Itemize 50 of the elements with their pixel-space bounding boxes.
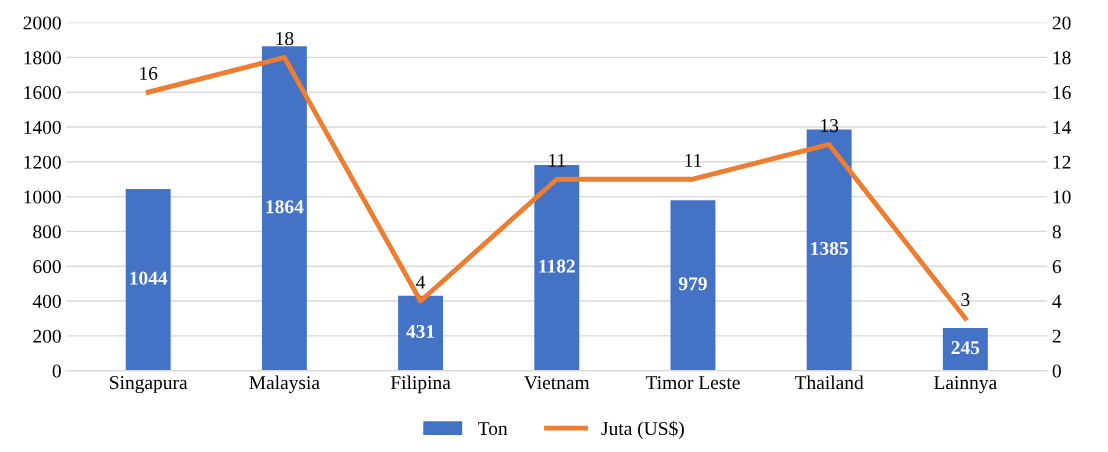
x-tick-label: Malaysia [249,375,320,394]
data-label: 1182 [539,259,575,273]
y-tick-label: 1000 [24,190,61,204]
y-tick-label: 1200 [24,155,61,169]
data-label: 13 [821,119,839,133]
x-tick-label: Lainnya [934,376,997,394]
x-tick-label: Timor Leste [645,376,740,390]
y-tick-label: 2000 [23,16,61,30]
x-tick-label: Singapura [110,376,188,394]
y-tick-label: 0 [52,364,61,378]
y-tick-label: 800 [33,225,61,239]
y2-tick-label: 18 [1053,51,1071,65]
data-label: 3 [961,293,970,307]
x-tick-label: Filipina [390,375,451,394]
y-tick-label: 200 [33,329,61,343]
x-tick-label: Thailand [794,375,864,390]
data-label: 11 [685,153,702,167]
data-label: 1385 [811,241,848,255]
legend-label: Juta (US$) [601,420,684,440]
y2-tick-label: 6 [1052,260,1062,274]
data-label: 979 [678,277,707,291]
y2-tick-label: 16 [1053,86,1071,100]
data-label: 431 [406,324,435,339]
y2-tick-label: 2 [1052,329,1061,343]
data-label: 4 [416,275,426,289]
y-tick-label: 1600 [24,86,61,100]
y2-tick-label: 14 [1053,120,1072,134]
bar [261,46,307,371]
data-label: 1044 [130,271,168,285]
bar [670,200,716,371]
y2-tick-label: 12 [1053,155,1071,169]
data-label: 18 [276,32,294,46]
y2-tick-label: 8 [1052,225,1061,239]
bar [398,295,444,371]
y2-tick-label: 0 [1052,364,1061,378]
bar [942,328,988,371]
data-label: 1864 [266,200,304,214]
x-tick-label: Vietnam [524,376,590,390]
y2-tick-label: 4 [1052,294,1062,308]
data-label: 16 [140,66,158,80]
y2-tick-label: 10 [1053,190,1071,204]
y2-tick-label: 20 [1052,16,1071,30]
data-label: 245 [951,341,980,355]
y-tick-label: 1400 [24,120,61,134]
y-tick-label: 1800 [24,51,61,65]
bar [125,188,171,371]
legend-label: Ton [478,422,508,436]
y-tick-label: 400 [32,294,61,308]
y-tick-label: 600 [33,260,61,274]
data-label: 11 [549,153,565,167]
